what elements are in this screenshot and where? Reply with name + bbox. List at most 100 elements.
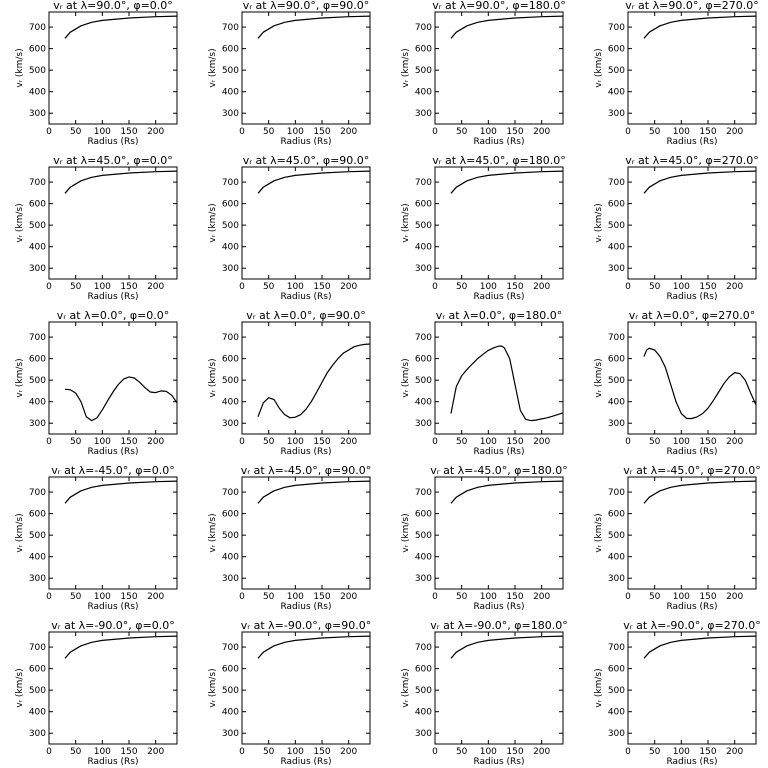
x-tick-label: 200 [340, 747, 357, 757]
y-tick-label: 500 [415, 376, 432, 386]
x-axis-label: Radius (Rs) [280, 602, 331, 612]
y-tick-label: 400 [608, 708, 625, 718]
y-tick-label: 400 [29, 243, 46, 253]
plot-frame [241, 321, 371, 435]
x-tick-label: 150 [699, 747, 716, 757]
y-axis-label: vᵣ (km/s) [594, 513, 604, 552]
y-axis-label: vᵣ (km/s) [15, 513, 25, 552]
y-tick-label: 300 [415, 419, 432, 429]
y-tick-label: 500 [29, 221, 46, 231]
x-tick-label: 50 [456, 437, 468, 447]
panel-5-1: vᵣ at λ=-90.0°, φ=0.0° 0 50 100 150 200 300 400… [15, 619, 178, 767]
y-tick-label: 400 [608, 88, 625, 98]
x-axis-label: Radius (Rs) [666, 757, 717, 767]
x-tick-label: 100 [287, 747, 304, 757]
x-tick-label: 100 [673, 282, 690, 292]
panel-3-4: vᵣ at λ=0.0°, φ=270.0° 0 50 100 150 200 300 400… [594, 309, 757, 457]
y-tick-label: 300 [608, 109, 625, 119]
y-tick-label: 400 [415, 553, 432, 563]
x-tick-label: 100 [480, 592, 497, 602]
plot-frame [48, 476, 178, 590]
panel-title: vᵣ at λ=45.0°, φ=90.0° [243, 154, 370, 167]
y-tick-label: 500 [415, 66, 432, 76]
panel-title: vᵣ at λ=-90.0°, φ=90.0° [241, 619, 372, 632]
y-tick-label: 700 [29, 23, 46, 33]
panel-5-4: vᵣ at λ=-90.0°, φ=270.0° 0 50 100 150 200 300 4… [594, 619, 761, 767]
y-tick-label: 300 [29, 419, 46, 429]
y-tick-label: 500 [29, 686, 46, 696]
x-tick-label: 0 [46, 747, 52, 757]
x-axis-label: Radius (Rs) [666, 292, 717, 302]
x-tick-label: 200 [340, 437, 357, 447]
panel-title: vᵣ at λ=-90.0°, φ=180.0° [430, 619, 568, 632]
panel-1-2: vᵣ at λ=90.0°, φ=90.0° 0 50 100 150 200 300 400… [208, 0, 371, 147]
panel-title: vᵣ at λ=-45.0°, φ=180.0° [430, 464, 568, 477]
y-tick-label: 300 [222, 419, 239, 429]
y-tick-label: 700 [608, 488, 625, 498]
plot-frame [627, 476, 757, 590]
y-tick-label: 400 [222, 243, 239, 253]
y-tick-label: 600 [415, 510, 432, 520]
y-tick-label: 400 [29, 398, 46, 408]
x-axis-label: Radius (Rs) [87, 292, 138, 302]
plot-frame [241, 476, 371, 590]
panel-1-4: vᵣ at λ=90.0°, φ=270.0° 0 50 100 150 200 300 40… [594, 0, 759, 147]
panel-3-1: vᵣ at λ=0.0°, φ=0.0° 0 50 100 150 200 300 400 50… [15, 309, 178, 457]
y-tick-label: 600 [29, 200, 46, 210]
y-tick-label: 400 [415, 88, 432, 98]
panel-4-4: vᵣ at λ=-45.0°, φ=270.0° 0 50 100 150 200 300 4… [594, 464, 761, 612]
y-tick-label: 700 [222, 643, 239, 653]
y-tick-label: 600 [222, 665, 239, 675]
x-tick-label: 50 [456, 127, 468, 137]
panel-3-2: vᵣ at λ=0.0°, φ=90.0° 0 50 100 150 200 300 400 5… [208, 309, 371, 457]
x-tick-label: 200 [726, 282, 743, 292]
x-tick-label: 100 [673, 437, 690, 447]
plot-frame [627, 11, 757, 125]
y-axis-label: vᵣ (km/s) [208, 358, 218, 397]
x-tick-label: 50 [263, 127, 275, 137]
x-tick-label: 200 [533, 282, 550, 292]
x-axis-label: Radius (Rs) [666, 447, 717, 457]
y-axis-label: vᵣ (km/s) [594, 668, 604, 707]
x-tick-label: 150 [699, 437, 716, 447]
y-tick-label: 600 [222, 510, 239, 520]
y-tick-label: 500 [222, 531, 239, 541]
x-tick-label: 0 [625, 592, 631, 602]
y-tick-label: 300 [29, 109, 46, 119]
x-tick-label: 0 [46, 592, 52, 602]
plot-frame [241, 11, 371, 125]
y-tick-label: 400 [415, 243, 432, 253]
y-tick-label: 400 [608, 243, 625, 253]
y-tick-label: 700 [29, 178, 46, 188]
x-tick-label: 150 [506, 282, 523, 292]
y-tick-label: 500 [415, 531, 432, 541]
panel-title: vᵣ at λ=90.0°, φ=180.0° [432, 0, 566, 12]
velocity-curve [257, 170, 371, 194]
y-tick-label: 500 [222, 221, 239, 231]
velocity-curve [64, 376, 178, 422]
x-axis-label: Radius (Rs) [280, 137, 331, 147]
y-tick-label: 500 [29, 376, 46, 386]
x-tick-label: 200 [147, 127, 164, 137]
y-axis-label: vᵣ (km/s) [401, 203, 411, 242]
x-tick-label: 200 [147, 437, 164, 447]
panel-5-2: vᵣ at λ=-90.0°, φ=90.0° 0 50 100 150 200 300 40… [208, 619, 371, 767]
x-axis-label: Radius (Rs) [473, 602, 524, 612]
x-tick-label: 200 [533, 592, 550, 602]
y-tick-label: 700 [415, 643, 432, 653]
x-tick-label: 0 [625, 747, 631, 757]
panel-title: vᵣ at λ=-90.0°, φ=270.0° [623, 619, 761, 632]
x-tick-label: 0 [625, 437, 631, 447]
x-tick-label: 100 [673, 127, 690, 137]
plot-frame [48, 166, 178, 280]
y-tick-label: 700 [608, 333, 625, 343]
y-tick-label: 400 [29, 708, 46, 718]
x-tick-label: 200 [147, 747, 164, 757]
x-axis-label: Radius (Rs) [473, 292, 524, 302]
velocity-curve [257, 635, 371, 659]
y-tick-label: 500 [222, 686, 239, 696]
y-tick-label: 700 [415, 333, 432, 343]
panel-2-3: vᵣ at λ=45.0°, φ=180.0° 0 50 100 150 200 300 40… [401, 154, 566, 302]
x-tick-label: 50 [649, 437, 661, 447]
y-tick-label: 700 [29, 488, 46, 498]
